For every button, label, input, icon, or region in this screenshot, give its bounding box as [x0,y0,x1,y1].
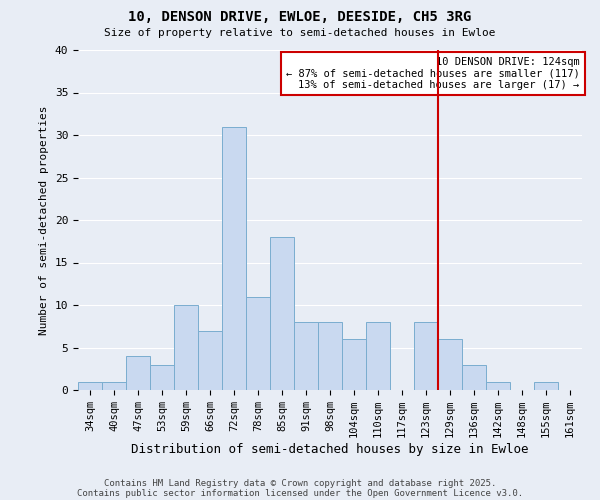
X-axis label: Distribution of semi-detached houses by size in Ewloe: Distribution of semi-detached houses by … [131,443,529,456]
Bar [438,339,462,390]
Text: 10 DENSON DRIVE: 124sqm
← 87% of semi-detached houses are smaller (117)
13% of s: 10 DENSON DRIVE: 124sqm ← 87% of semi-de… [286,57,580,90]
Bar [222,126,246,390]
Bar [198,330,222,390]
Bar [318,322,342,390]
Text: 10, DENSON DRIVE, EWLOE, DEESIDE, CH5 3RG: 10, DENSON DRIVE, EWLOE, DEESIDE, CH5 3R… [128,10,472,24]
Bar [414,322,438,390]
Bar [78,382,102,390]
Bar [486,382,510,390]
Bar [246,296,270,390]
Bar [366,322,390,390]
Bar [462,364,486,390]
Bar [534,382,558,390]
Bar [126,356,150,390]
Text: Contains HM Land Registry data © Crown copyright and database right 2025.: Contains HM Land Registry data © Crown c… [104,478,496,488]
Bar [294,322,318,390]
Bar [102,382,126,390]
Y-axis label: Number of semi-detached properties: Number of semi-detached properties [39,106,49,335]
Bar [342,339,366,390]
Text: Size of property relative to semi-detached houses in Ewloe: Size of property relative to semi-detach… [104,28,496,38]
Text: Contains public sector information licensed under the Open Government Licence v3: Contains public sector information licen… [77,488,523,498]
Bar [150,364,174,390]
Bar [174,305,198,390]
Bar [270,237,294,390]
